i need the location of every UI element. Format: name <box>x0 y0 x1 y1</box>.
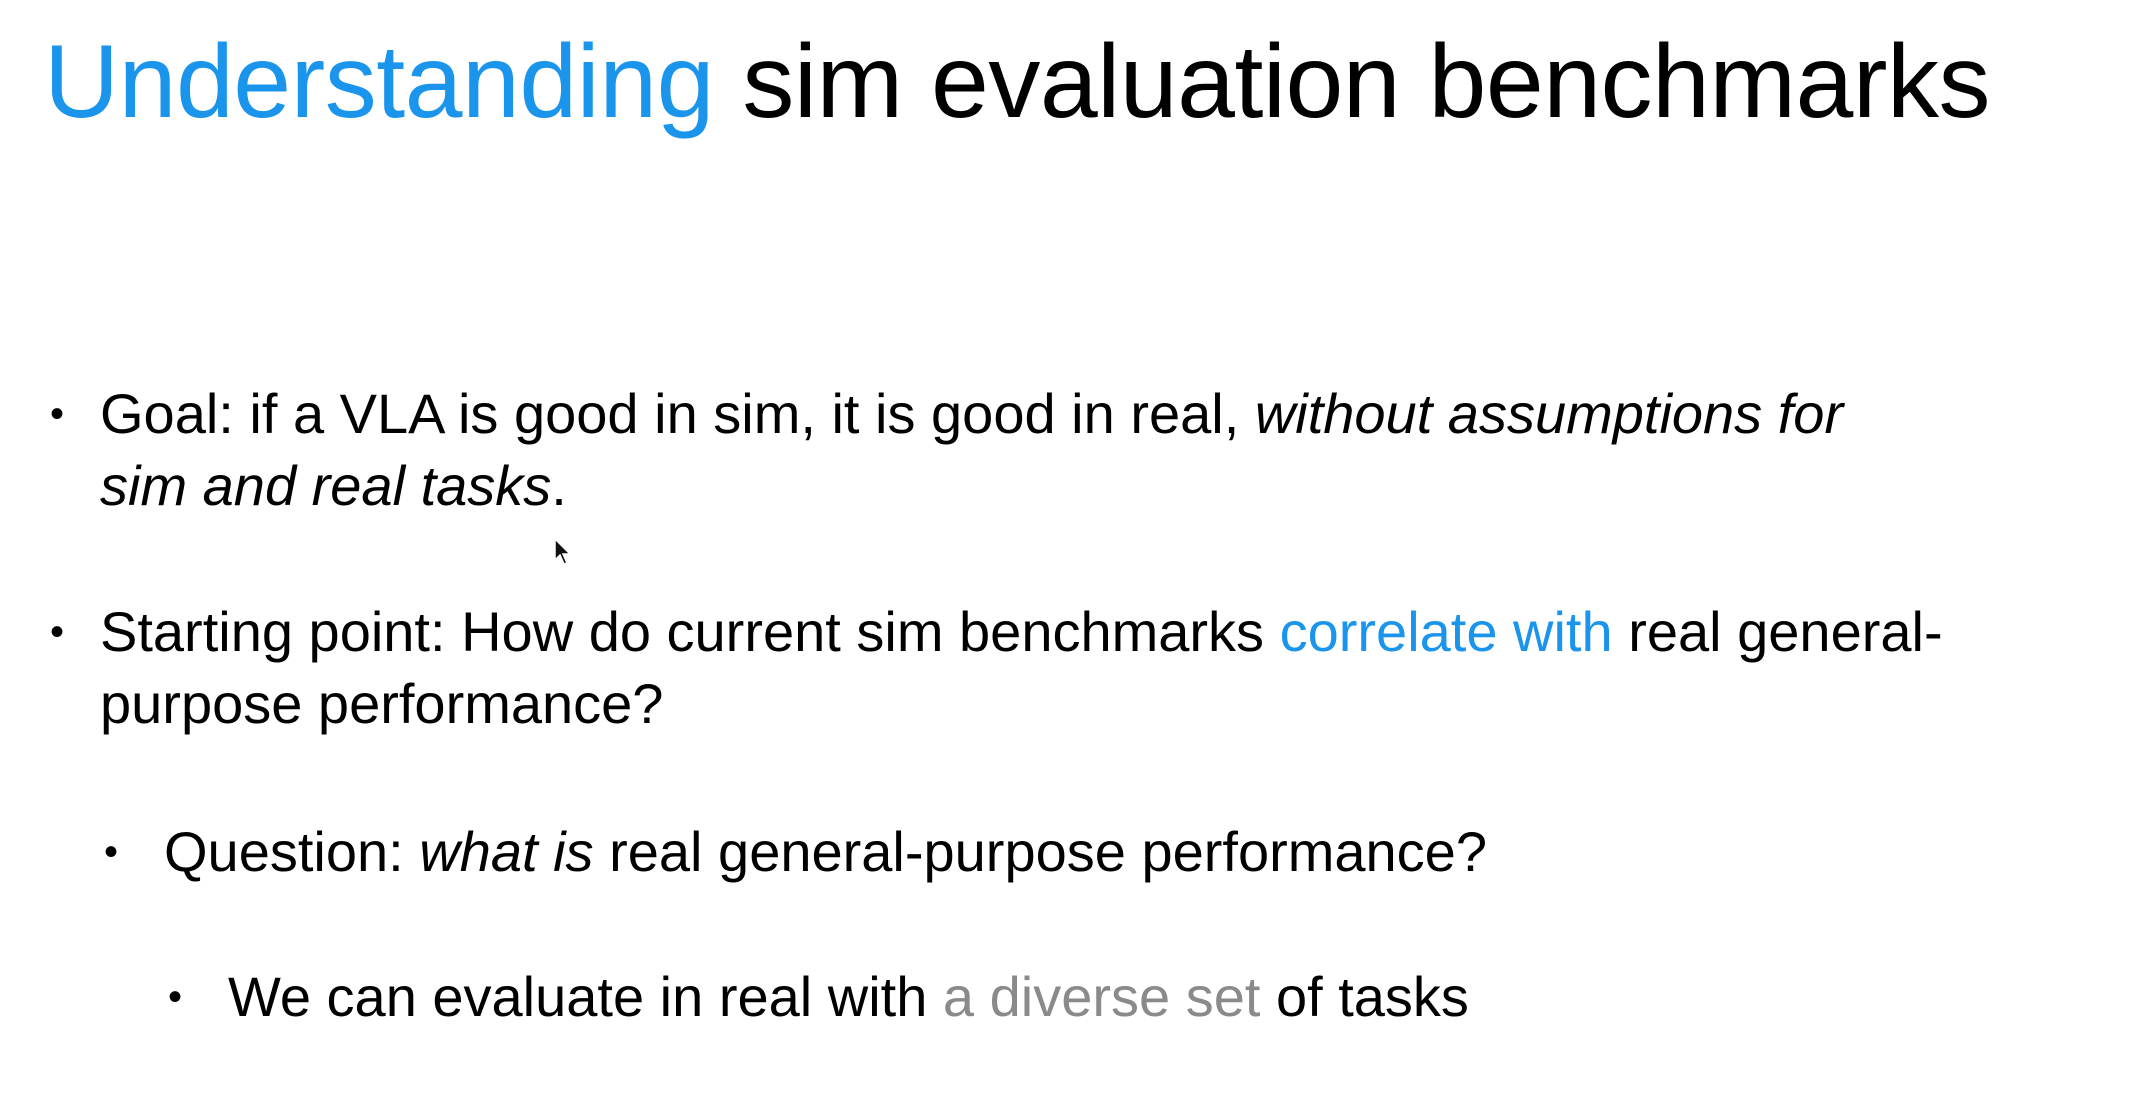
bullet-dot: • <box>50 610 65 654</box>
bullet-starting-point: • Starting point: How do current sim ben… <box>50 596 1943 740</box>
bullet-question: • Question: what is real general-purpose… <box>104 816 1487 888</box>
bullet-goal: • Goal: if a VLA is good in sim, it is g… <box>50 378 1843 522</box>
bullet-dot: • <box>50 392 65 436</box>
bullet-starting-highlight: correlate with <box>1279 600 1613 663</box>
mouse-cursor-icon <box>554 538 572 565</box>
title-rest: sim evaluation benchmarks <box>713 24 1990 140</box>
bullet-goal-text: Goal: if a VLA is good in sim, it is goo… <box>100 382 1255 445</box>
slide-title: Understanding sim evaluation benchmarks <box>44 22 1991 142</box>
bullet-goal-italic-2: sim and real tasks <box>100 454 552 517</box>
bullet-starting-line1: Starting point: How do current sim bench… <box>100 596 1943 668</box>
bullet-evaluate-end: of tasks <box>1260 965 1469 1028</box>
bullet-goal-line1: Goal: if a VLA is good in sim, it is goo… <box>100 378 1843 450</box>
title-accent: Understanding <box>44 24 714 140</box>
bullet-goal-period: . <box>551 454 567 517</box>
bullet-question-end: real general-purpose performance? <box>593 820 1487 883</box>
bullet-evaluate-start: We can evaluate in real with <box>228 965 943 1028</box>
bullet-question-italic: what is <box>419 820 594 883</box>
bullet-starting-tail: real general- <box>1612 600 1943 663</box>
bullet-dot: • <box>168 975 183 1019</box>
bullet-evaluate: • We can evaluate in real with a diverse… <box>168 961 1469 1033</box>
bullet-starting-text: Starting point: How do current sim bench… <box>100 600 1280 663</box>
bullet-goal-italic: without assumptions for <box>1254 382 1844 445</box>
bullet-evaluate-highlight: a diverse set <box>942 965 1261 1028</box>
bullet-goal-line2: sim and real tasks. <box>100 450 1843 522</box>
bullet-starting-line2: purpose performance? <box>100 668 1943 740</box>
bullet-question-start: Question: <box>164 820 420 883</box>
bullet-starting-text-2: purpose performance? <box>100 672 664 735</box>
bullet-dot: • <box>104 830 119 874</box>
